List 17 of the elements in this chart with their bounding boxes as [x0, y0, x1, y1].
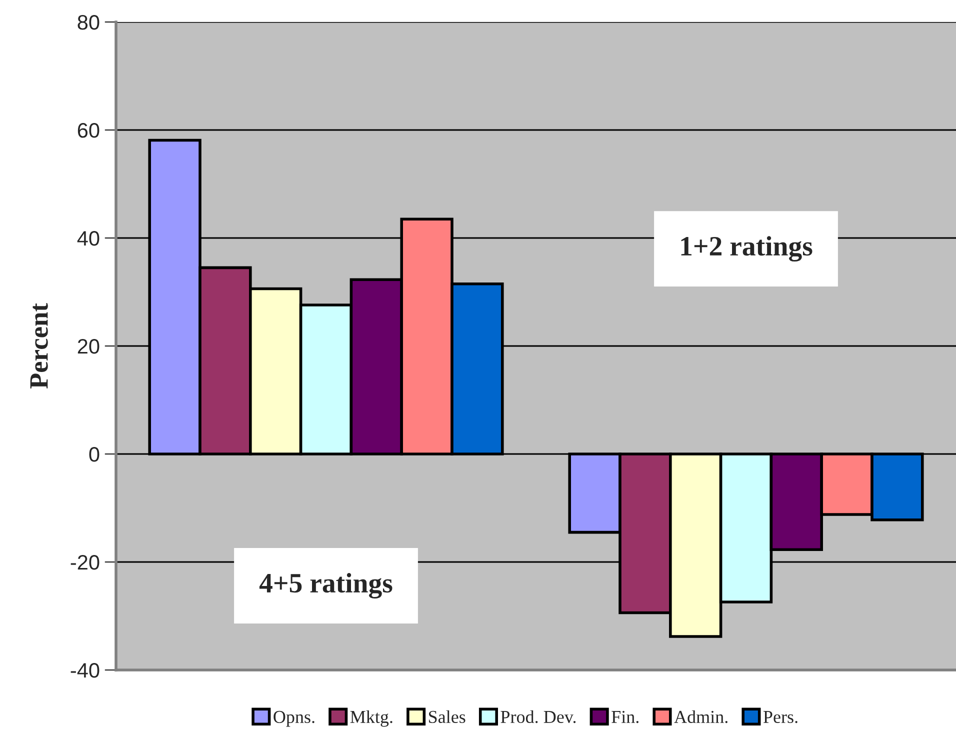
- legend-label: Sales: [428, 710, 466, 724]
- legend-label: Admin.: [674, 710, 728, 724]
- y-tick-label: 0: [89, 447, 100, 462]
- y-tick-label: 80: [78, 15, 100, 30]
- legend-label: Fin.: [612, 710, 638, 724]
- legend-label: Opns.: [274, 710, 314, 727]
- y-tick-label: -20: [70, 555, 100, 570]
- legend-label: Prod. Dev.: [500, 710, 576, 724]
- y-axis-title: Percent: [30, 303, 48, 389]
- y-tick-label: -40: [70, 663, 100, 678]
- legend-label: Pers.: [763, 711, 798, 724]
- y-tick-label: 40: [77, 231, 100, 246]
- y-tick-label: 20: [78, 339, 100, 354]
- y-tick-label: 60: [78, 123, 100, 138]
- legend-label: Mktg.: [350, 710, 392, 727]
- annotation: 1+2 ratings: [681, 236, 812, 262]
- annotation: 4+5 ratings: [259, 573, 392, 598]
